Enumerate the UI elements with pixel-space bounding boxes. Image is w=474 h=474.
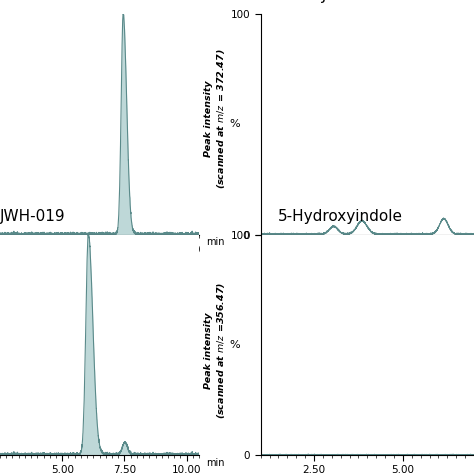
Text: min: min xyxy=(206,237,225,247)
Text: 5-OH JWH-019: 5-OH JWH-019 xyxy=(278,0,387,3)
Text: Peak intensity
(scanned at $m/z$ =356.47): Peak intensity (scanned at $m/z$ =356.47… xyxy=(204,282,227,419)
Text: Peak intensity
(scanned at $m/z$ = 372.47): Peak intensity (scanned at $m/z$ = 372.4… xyxy=(204,48,227,189)
Text: -019: -019 xyxy=(0,0,35,3)
Text: min: min xyxy=(206,458,225,468)
Text: 5-Hydroxyindole: 5-Hydroxyindole xyxy=(278,209,403,224)
X-axis label: Retention: Retention xyxy=(333,256,402,269)
Text: %: % xyxy=(230,340,240,350)
X-axis label: Retention time: Retention time xyxy=(47,256,152,269)
Text: JWH-019: JWH-019 xyxy=(0,209,65,224)
Text: %: % xyxy=(230,119,240,129)
